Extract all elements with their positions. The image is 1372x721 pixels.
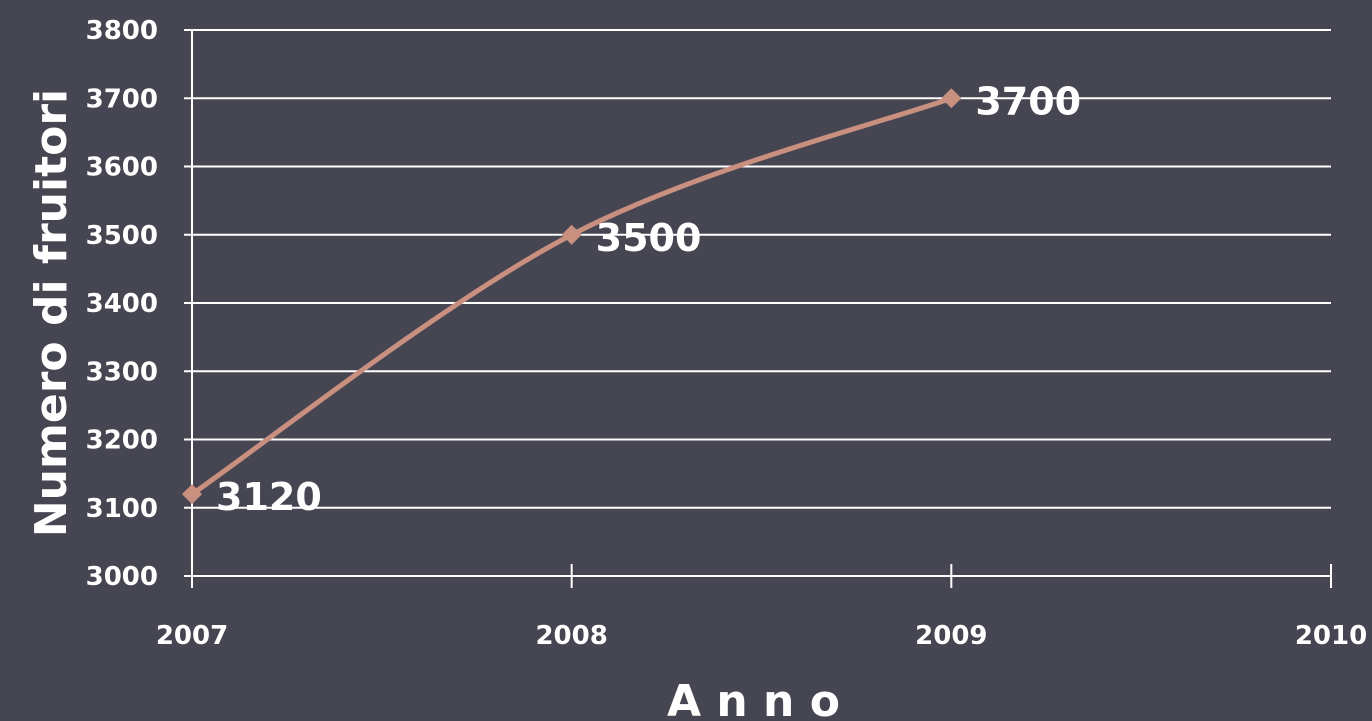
x-axis-title: A n n o [667,676,840,721]
y-tick-label: 3700 [86,84,158,114]
y-tick-label: 3000 [86,562,158,592]
y-tick-label: 3400 [86,289,158,319]
data-label: 3500 [596,216,702,260]
x-tick-label: 2007 [156,621,228,651]
data-point-marker [561,224,582,245]
gridlines [192,29,1331,509]
y-axis-title: Numero di fruitori [26,89,77,537]
y-tick-label: 3200 [86,426,158,456]
data-point-marker [182,484,202,505]
y-tick-label: 3600 [86,153,158,183]
x-tick-label: 2008 [535,621,607,651]
series-group [182,88,962,505]
y-tick-label: 3100 [86,494,158,524]
x-tick-label: 2009 [915,621,987,651]
data-label: 3120 [216,475,322,519]
y-tick-label: 3500 [86,221,158,251]
y-tick-labels: 3000 3100 3200 3300 3400 3500 3600 3700 3800 [86,16,158,592]
y-tick-label: 3800 [86,16,158,46]
series-line [189,95,954,497]
axes [184,29,1332,588]
x-tick-labels: 2007 2008 2009 2010 [156,621,1367,651]
data-label: 3700 [975,79,1081,123]
y-tick-label: 3300 [86,357,158,387]
x-tick-label: 2010 [1295,621,1367,651]
data-labels: 3120 3500 3700 [216,79,1081,519]
data-point-marker [941,88,962,109]
